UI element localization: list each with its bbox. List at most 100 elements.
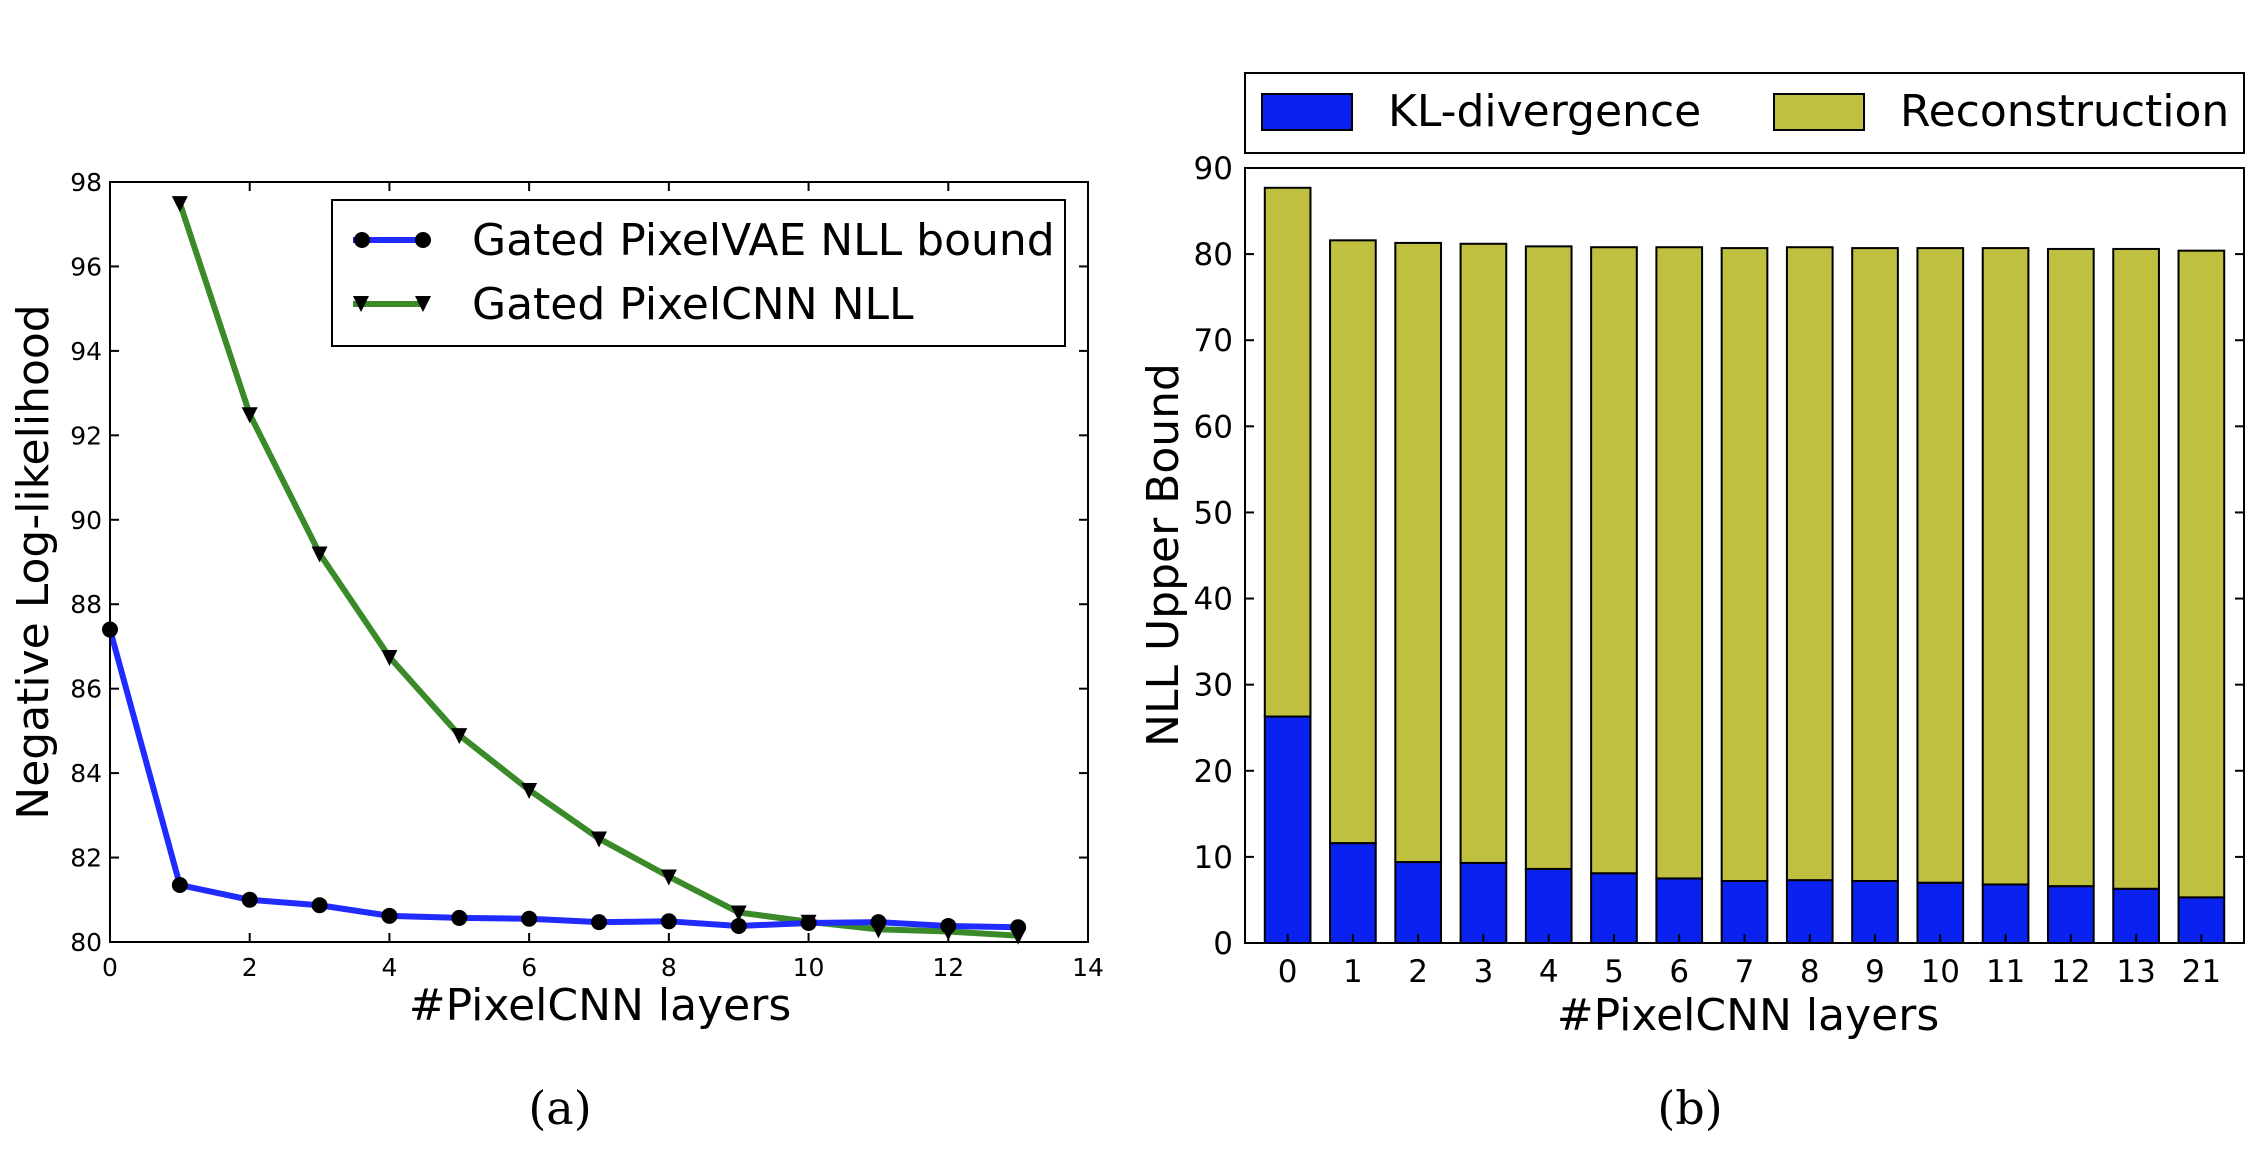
- data-point-pixelcnn: [730, 905, 747, 922]
- data-point-pixelvae: [730, 917, 747, 934]
- y-tick-label: 90: [70, 506, 102, 535]
- data-point-pixelcnn: [381, 650, 398, 666]
- y-tick-label: 80: [1194, 237, 1233, 273]
- x-tick-label: 6: [521, 953, 537, 982]
- x-tick-label: 4: [1539, 954, 1559, 990]
- chart-a-frame: [109, 181, 1089, 943]
- x-tick-label: 14: [1072, 953, 1104, 982]
- y-tick-label: 40: [1194, 582, 1233, 618]
- legend-swatch-reconstruction: [1773, 93, 1865, 131]
- x-tick-label: 6: [1669, 954, 1689, 990]
- data-point-pixelcnn: [591, 831, 607, 848]
- chart-a: 0 2 4 6 8 10 12 14 80 82 84 86 88 90 92 94 96 98 #PixelCN…: [8, 168, 1104, 1135]
- y-tick-label: 98: [70, 168, 102, 197]
- y-tick-label: 94: [70, 337, 102, 366]
- series-line-pixelvae: [107, 628, 1019, 931]
- y-tick-label: 90: [1194, 151, 1233, 187]
- bar-reconstruction: [1851, 247, 1899, 883]
- chart-a-ylabel: Negative Log-likelihood: [8, 304, 59, 819]
- y-tick-label: 86: [70, 675, 102, 704]
- legend-label-pixelcnn: Gated PixelCNN NLL: [472, 279, 914, 330]
- chart-a-legend: Gated PixelVAE NLL bound Gated PixelCNN …: [331, 199, 1066, 347]
- bar-reconstruction: [1981, 247, 2030, 886]
- x-tick-label: 13: [2116, 954, 2155, 990]
- chart-a-caption: (a): [528, 1081, 591, 1135]
- bar-kl: [1590, 872, 1638, 944]
- chart-a-ticks: 0 2 4 6 8 10 12 14 80 82 84 86 88 90 92 94 96 98: [70, 168, 1104, 982]
- data-point-pixelcnn: [311, 546, 328, 563]
- data-point-pixelvae: [381, 907, 398, 924]
- chart-a-legend-box: [331, 199, 1066, 347]
- x-tick-label: 7: [1735, 954, 1755, 990]
- y-tick-label: 82: [70, 844, 102, 873]
- data-point-pixelvae: [1010, 919, 1027, 936]
- data-point-pixelcnn: [451, 728, 468, 745]
- chart-a-xlabel: #PixelCNN layers: [409, 980, 792, 1031]
- bar-reconstruction: [1655, 246, 1704, 880]
- bar-kl: [1263, 715, 1312, 944]
- y-tick-label: 70: [1194, 323, 1233, 359]
- legend-label-reconstruction: Reconstruction: [1900, 86, 2229, 137]
- y-tick-label: 10: [1194, 840, 1233, 876]
- y-tick-label: 20: [1194, 754, 1233, 790]
- data-point-pixelcnn: [241, 407, 258, 424]
- legend-marker-pixelcnn-end: [415, 296, 431, 312]
- bar-reconstruction: [1263, 186, 1312, 718]
- x-tick-label: 5: [1604, 954, 1624, 990]
- data-point-pixelvae: [521, 910, 538, 927]
- x-tick-label: 12: [932, 953, 964, 982]
- y-tick-label: 88: [70, 590, 102, 619]
- legend-label-kl: KL-divergence: [1388, 86, 1701, 137]
- bar-kl: [1720, 880, 1769, 944]
- x-tick-label: 11: [1986, 954, 2025, 990]
- data-point-pixelvae: [451, 909, 468, 926]
- data-point-pixelvae: [311, 897, 328, 914]
- chart-b-legend: KL-divergence Reconstruction: [1244, 72, 2245, 154]
- bar-reconstruction: [1394, 241, 1443, 864]
- y-tick-label: 30: [1194, 668, 1233, 704]
- bar-kl: [1329, 842, 1377, 944]
- x-tick-label: 4: [381, 953, 397, 982]
- chart-b-legend-box: [1244, 72, 2245, 154]
- y-tick-label: 84: [70, 759, 102, 788]
- bar-reconstruction: [2112, 247, 2160, 890]
- bar-kl: [1524, 867, 1573, 945]
- y-tick-label: 92: [70, 421, 102, 450]
- bar-kl: [1851, 880, 1899, 944]
- bar-reconstruction: [2177, 249, 2226, 899]
- x-tick-label: 10: [1921, 954, 1960, 990]
- chart-a-marks: [102, 196, 1027, 945]
- bar-kl: [2046, 885, 2095, 945]
- data-point-pixelcnn: [660, 869, 677, 886]
- bar-reconstruction: [1524, 245, 1573, 870]
- legend-marker-pixelvae-end: [415, 232, 431, 248]
- chart-b-xlabel: #PixelCNN layers: [1557, 990, 1940, 1041]
- x-tick-label: 2: [1408, 954, 1428, 990]
- legend-marker-pixelcnn: [353, 296, 369, 312]
- bar-kl: [1655, 877, 1704, 945]
- x-tick-label: 12: [2051, 954, 2090, 990]
- data-point-pixelcnn: [171, 196, 188, 213]
- y-tick-label: 50: [1194, 495, 1233, 531]
- bar-reconstruction: [1916, 247, 1965, 884]
- y-tick-label: 96: [70, 252, 102, 281]
- x-tick-label: 8: [1800, 954, 1820, 990]
- x-tick-label: 9: [1865, 954, 1885, 990]
- bar-reconstruction: [1720, 247, 1769, 883]
- x-tick-label: 10: [793, 953, 825, 982]
- data-point-pixelvae: [940, 917, 957, 934]
- chart-b-ylabel: NLL Upper Bound: [1138, 363, 1189, 747]
- data-point-pixelvae: [171, 877, 188, 893]
- chart-b-caption: (b): [1657, 1081, 1722, 1135]
- y-tick-label: 60: [1194, 409, 1233, 445]
- bar-kl: [1394, 861, 1443, 944]
- bar-reconstruction: [1329, 239, 1377, 845]
- x-tick-label: 3: [1474, 954, 1494, 990]
- bar-reconstruction: [2046, 247, 2095, 888]
- bar-reconstruction: [1785, 246, 1834, 882]
- x-tick-label: 8: [661, 953, 677, 982]
- legend-marker-pixelvae: [354, 232, 370, 248]
- legend-swatch-kl: [1261, 93, 1353, 131]
